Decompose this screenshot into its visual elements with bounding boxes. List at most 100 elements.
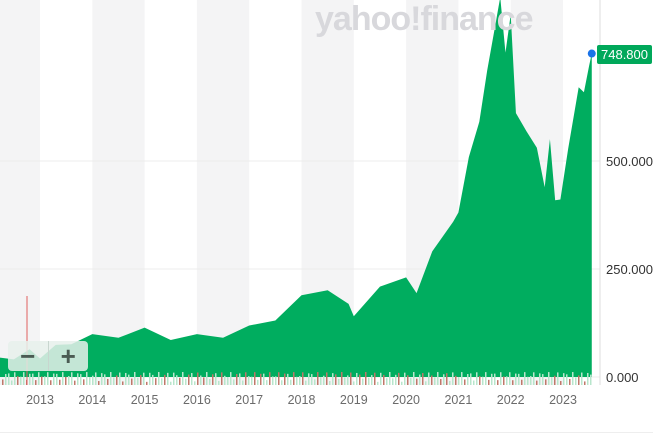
volume-bar	[221, 372, 223, 385]
volume-bar	[77, 373, 79, 385]
volume-bar	[203, 377, 205, 385]
volume-bar	[140, 375, 142, 385]
volume-bar	[365, 372, 367, 385]
volume-bar	[512, 380, 514, 385]
volume-bar	[503, 376, 505, 385]
volume-bar	[68, 376, 70, 385]
volume-bar	[326, 372, 328, 385]
volume-bar	[518, 373, 520, 385]
volume-bar	[248, 376, 250, 385]
volume-bar	[329, 381, 331, 385]
volume-bar	[455, 375, 457, 385]
volume-bar	[533, 372, 535, 385]
volume-bar	[461, 372, 463, 385]
volume-bar	[95, 372, 97, 385]
volume-bar	[428, 372, 430, 385]
volume-bar	[191, 373, 193, 385]
volume-bar	[293, 372, 295, 385]
x-tick-label: 2023	[549, 393, 577, 407]
yahoo-finance-watermark: yahoo!finance	[315, 0, 533, 38]
volume-bar	[14, 372, 16, 385]
last-price-dot	[587, 49, 596, 58]
volume-bar	[497, 380, 499, 385]
volume-bar	[431, 375, 433, 385]
volume-bar	[92, 375, 94, 385]
volume-bar	[587, 372, 589, 385]
volume-bar	[302, 372, 304, 385]
volume-bar	[488, 379, 490, 385]
volume-bar	[278, 372, 280, 385]
volume-bar	[131, 378, 133, 385]
volume-bar	[515, 373, 517, 385]
volume-bar	[443, 374, 445, 385]
volume-bar	[149, 372, 151, 385]
volume-bar	[134, 372, 136, 385]
volume-bar	[47, 372, 49, 385]
volume-bar	[50, 380, 52, 385]
volume-bar	[572, 372, 574, 385]
volume-bar	[155, 378, 157, 385]
x-tick-label: 2020	[392, 393, 420, 407]
volume-bar	[350, 372, 352, 385]
price-area	[0, 0, 592, 377]
volume-bar	[509, 372, 511, 385]
volume-bar	[449, 380, 451, 385]
volume-bar	[575, 377, 577, 385]
volume-bar	[38, 372, 40, 385]
volume-bar	[83, 379, 85, 385]
volume-bar	[470, 373, 472, 385]
volume-bar	[71, 372, 73, 385]
volume-bar	[332, 373, 334, 385]
volume-bar	[551, 377, 553, 385]
volume-bar	[290, 379, 292, 385]
volume-bar	[44, 376, 46, 385]
volume-bar	[17, 376, 19, 385]
volume-bar	[137, 377, 139, 385]
volume-bar	[128, 374, 130, 385]
volume-bar	[122, 381, 124, 385]
volume-bar	[206, 372, 208, 385]
volume-bar	[581, 372, 583, 385]
volume-bar	[578, 375, 580, 385]
y-tick-label: 500.000	[606, 154, 653, 169]
zoom-in-button[interactable]: +	[60, 340, 76, 371]
volume-bar	[566, 374, 568, 385]
volume-bar	[377, 381, 379, 385]
volume-bar	[458, 377, 460, 385]
volume-bar	[314, 379, 316, 385]
volume-bar	[521, 379, 523, 385]
volume-bar	[467, 374, 469, 385]
volume-bar	[158, 372, 160, 385]
volume-bar	[338, 378, 340, 385]
volume-bar	[254, 372, 256, 385]
x-tick-label: 2015	[131, 393, 159, 407]
volume-bar	[200, 375, 202, 385]
volume-bar	[452, 372, 454, 385]
volume-bar	[281, 380, 283, 385]
year-band	[0, 0, 40, 385]
volume-bar	[263, 373, 265, 385]
volume-bar	[185, 378, 187, 385]
volume-bar	[260, 373, 262, 385]
volume-bar	[374, 372, 376, 385]
volume-bar	[215, 373, 217, 385]
volume-bar	[548, 372, 550, 385]
volume-bar	[146, 381, 148, 385]
volume-bar	[401, 381, 403, 385]
volume-bar	[113, 377, 115, 385]
volume-bar	[308, 373, 310, 385]
volume-bar	[218, 380, 220, 385]
volume-bar	[107, 378, 109, 385]
volume-bar	[59, 379, 61, 385]
volume-bar	[545, 379, 547, 385]
zoom-out-button[interactable]: −	[8, 341, 49, 371]
volume-bar	[296, 376, 298, 385]
volume-bar	[473, 380, 475, 385]
volume-bar	[323, 375, 325, 385]
volume-bar	[182, 372, 184, 385]
volume-bar	[413, 372, 415, 385]
volume-bar	[347, 375, 349, 385]
volume-bar	[209, 379, 211, 385]
volume-bar	[62, 372, 64, 385]
